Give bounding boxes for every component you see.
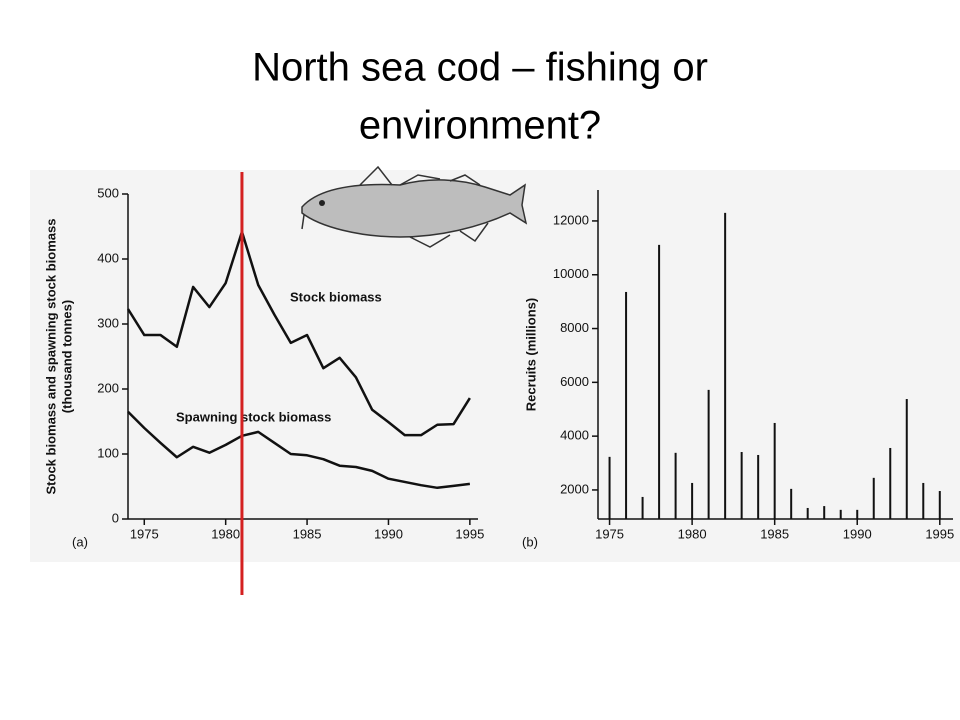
- bar: [691, 482, 694, 519]
- data-line: [127, 410, 471, 490]
- y-tick-label: 6000: [560, 374, 589, 389]
- bar: [724, 212, 727, 519]
- series-label: Stock biomass: [290, 289, 382, 304]
- x-tick-label: 1990: [374, 526, 403, 541]
- series-label: Spawning stock biomass: [176, 409, 331, 424]
- figure-background: [30, 170, 960, 562]
- bar: [658, 244, 661, 519]
- slide-title: environment?: [359, 104, 601, 148]
- fish-eye: [319, 200, 325, 206]
- panel-label: (a): [72, 534, 88, 549]
- bar: [641, 496, 644, 519]
- fish-body: [301, 179, 528, 238]
- fish-barbel: [301, 214, 305, 230]
- bar: [856, 509, 859, 519]
- bar: [938, 491, 941, 519]
- y-tick-label: 400: [97, 250, 119, 265]
- y-tick-label: 0: [112, 510, 119, 525]
- bar: [707, 389, 710, 519]
- bar: [823, 506, 826, 519]
- y-axis-label: Stock biomass and spawning stock biomass: [43, 219, 58, 495]
- cod-illustration: [301, 165, 528, 248]
- x-tick-label: 1985: [293, 526, 322, 541]
- y-tick-label: 12000: [553, 212, 589, 227]
- y-tick-label: 200: [97, 380, 119, 395]
- bar: [806, 507, 809, 519]
- panel-label: (b): [522, 534, 538, 549]
- bar: [608, 456, 611, 519]
- x-tick-label: 1975: [130, 526, 159, 541]
- bar: [922, 482, 925, 519]
- bar: [674, 452, 677, 519]
- bar: [872, 477, 875, 519]
- bar: [905, 399, 908, 519]
- bar: [889, 447, 892, 519]
- bar: [625, 291, 628, 519]
- slide-title: North sea cod – fishing or: [252, 46, 708, 90]
- fish-fins: [359, 165, 489, 248]
- x-tick-label: 1980: [211, 526, 240, 541]
- y-tick-label: 8000: [560, 320, 589, 335]
- x-tick-label: 1995: [925, 526, 954, 541]
- y-tick-label: 2000: [560, 481, 589, 496]
- bar: [790, 488, 793, 519]
- y-tick-label: 4000: [560, 428, 589, 443]
- bar: [757, 454, 760, 519]
- y-axis-label: (thousand tonnes): [59, 300, 74, 413]
- data-line: [126, 230, 471, 437]
- bar: [740, 452, 743, 519]
- x-tick-label: 1980: [678, 526, 707, 541]
- y-tick-label: 500: [97, 185, 119, 200]
- y-tick-label: 10000: [553, 266, 589, 281]
- x-tick-label: 1975: [595, 526, 624, 541]
- x-tick-label: 1985: [760, 526, 789, 541]
- bar: [839, 509, 842, 519]
- x-tick-label: 1990: [843, 526, 872, 541]
- y-tick-label: 300: [97, 315, 119, 330]
- y-axis-label: Recruits (millions): [523, 298, 538, 411]
- bar: [773, 422, 776, 519]
- y-tick-label: 100: [97, 445, 119, 460]
- x-tick-label: 1995: [455, 526, 484, 541]
